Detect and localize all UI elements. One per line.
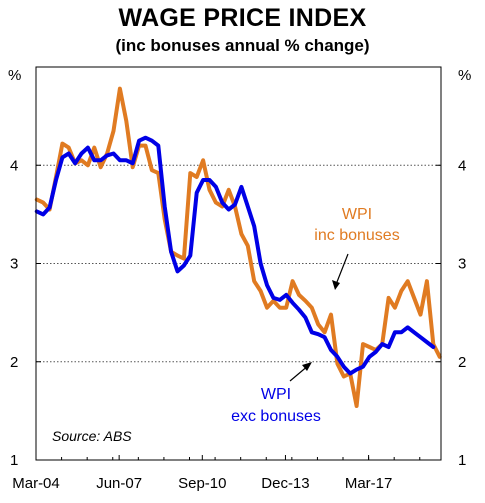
- series-line-wpi-inc-bonuses: [34, 86, 442, 408]
- annotation-inc-arrow: [334, 253, 349, 288]
- x-tick-label: Sep-10: [178, 475, 226, 492]
- annotation-inc-line2: inc bonuses: [314, 227, 399, 244]
- y-tick-label-right: 1: [458, 452, 466, 469]
- y-tick-label-right: 3: [458, 256, 466, 273]
- x-tick-label: Mar-04: [12, 475, 60, 492]
- y-tick-label-right: 2: [458, 354, 466, 371]
- y-tick-label-left: 4: [10, 157, 18, 174]
- y-tick-label-left: 2: [10, 354, 18, 371]
- annotation-inc-line1: WPI: [342, 206, 372, 223]
- x-tick-label: Dec-13: [261, 475, 309, 492]
- y-tick-label-left: 3: [10, 256, 18, 273]
- annotation-exc-line1: WPI: [261, 386, 291, 403]
- y-tick-label-right: 4: [458, 157, 466, 174]
- x-tick-label: Mar-17: [345, 475, 393, 492]
- y-tick-label-left: 1: [10, 452, 18, 469]
- chart-subtitle: (inc bonuses annual % change): [115, 36, 370, 55]
- annotation-exc-line2: exc bonuses: [231, 408, 321, 425]
- y-unit-left: %: [8, 67, 21, 84]
- annotation-exc-arrowhead: [302, 362, 312, 371]
- annotation-inc-arrowhead: [332, 280, 340, 290]
- series-line-wpi-exc-bonuses: [34, 135, 436, 376]
- x-tick-label: Jun-07: [96, 475, 142, 492]
- source-note: Source: ABS: [52, 428, 132, 444]
- y-unit-right: %: [458, 67, 471, 84]
- chart-title: WAGE PRICE INDEX: [118, 4, 367, 32]
